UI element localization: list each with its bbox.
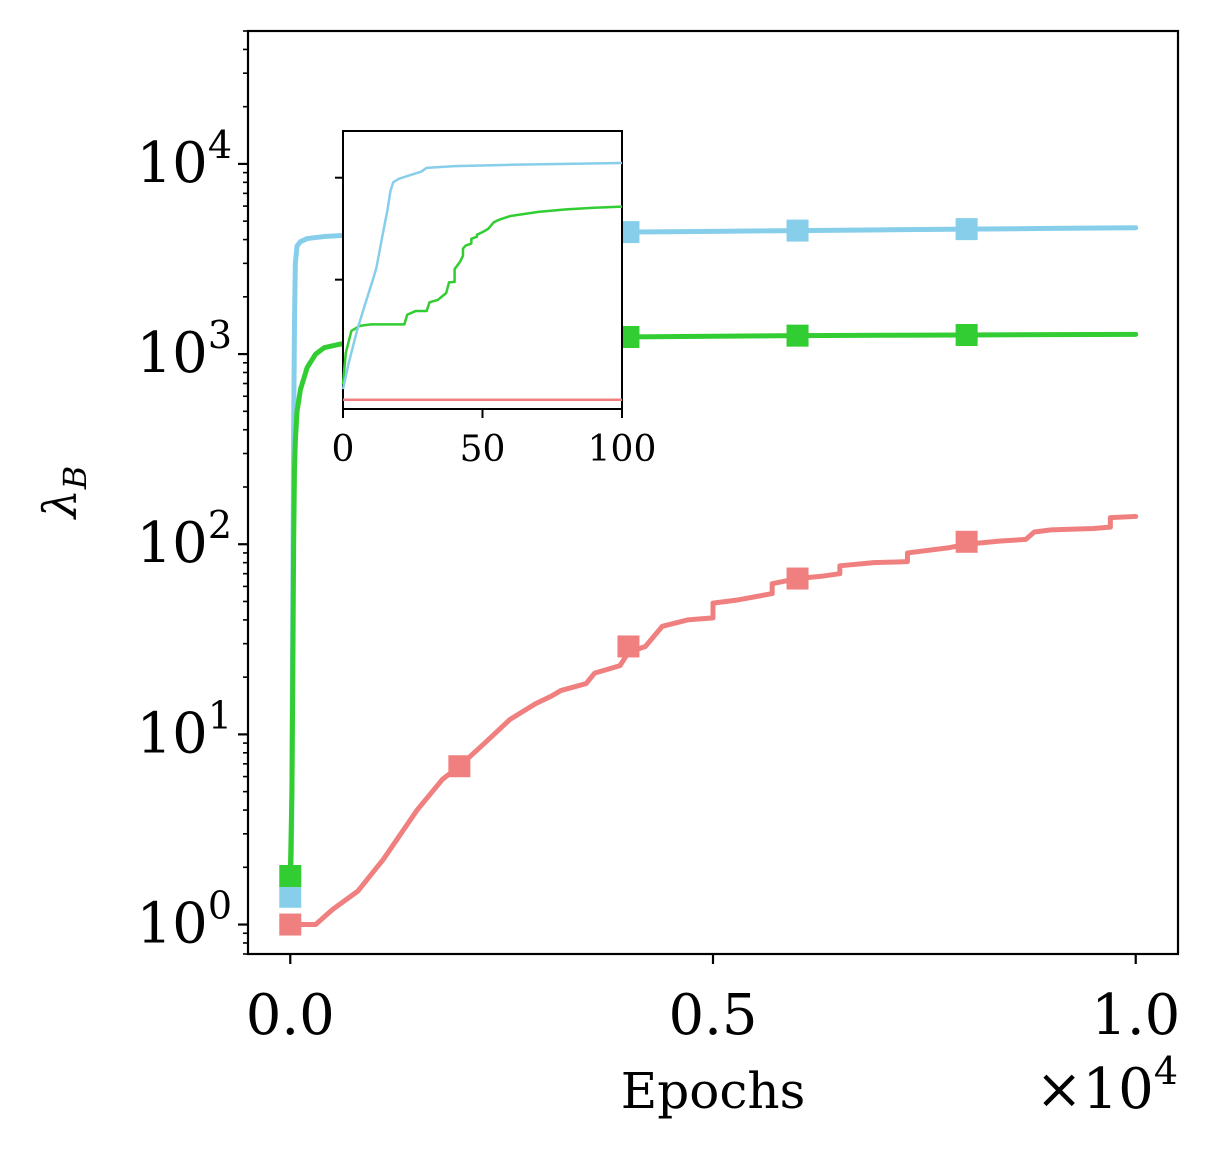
x-tick-label: 1.0 [1091, 983, 1180, 1048]
series-marker-red [279, 913, 302, 936]
x-axis-scale-label: ×104 [1036, 1049, 1178, 1122]
series-marker-blue [786, 219, 809, 242]
y-tick-label: 102 [137, 503, 232, 576]
y-tick-exponent: 0 [208, 884, 232, 928]
y-tick-label: 100 [137, 884, 232, 957]
x-tick-label: 0.0 [246, 983, 335, 1048]
inset-plot-frame [342, 130, 623, 410]
series-marker-green [279, 865, 302, 888]
series-marker-green [955, 323, 978, 346]
y-tick-base: 10 [137, 131, 208, 196]
series-marker-red [955, 530, 978, 553]
inset-x-tick-label: 50 [460, 429, 506, 470]
x-axis-title: Epochs [621, 1062, 805, 1120]
y-tick-exponent: 4 [208, 123, 232, 167]
y-tick-base: 10 [137, 321, 208, 386]
y-tick-label: 101 [137, 693, 232, 766]
x-tick-label: 0.5 [668, 983, 757, 1048]
series-line-blue [287, 225, 1139, 900]
series-marker-red [448, 755, 471, 778]
inset-series-line-green [341, 205, 623, 385]
x-scale-base: 10 [1083, 1057, 1154, 1122]
x-scale-exponent: 4 [1154, 1049, 1178, 1093]
inset-x-tick-label: 100 [588, 429, 657, 470]
y-axis-subscript: B [56, 466, 94, 491]
y-tick-base: 10 [137, 892, 208, 957]
y-tick-base: 10 [137, 511, 208, 576]
main-markers-layer [279, 218, 978, 936]
series-marker-red [617, 635, 640, 658]
series-marker-red [786, 567, 809, 590]
y-axis-title: λB [33, 466, 94, 521]
y-axis-symbol: λ [33, 489, 87, 520]
series-marker-blue [955, 218, 978, 241]
y-tick-label: 103 [137, 313, 232, 386]
series-line-green [287, 331, 1139, 879]
inset-x-tick-label: 0 [332, 429, 355, 470]
y-tick-base: 10 [137, 701, 208, 766]
x-axis-ticks: 0.0 0.5 1.0 [246, 954, 1180, 1048]
inset-series-layer [341, 161, 623, 401]
y-tick-exponent: 1 [208, 693, 232, 737]
y-tick-label: 104 [137, 123, 232, 196]
series-marker-blue [279, 885, 302, 908]
y-tick-exponent: 2 [208, 503, 232, 547]
y-tick-exponent: 3 [208, 313, 232, 357]
inset-axis-ticks: 0 50 100 [332, 176, 657, 470]
series-marker-green [786, 324, 809, 347]
inset-series-line-blue [341, 161, 623, 390]
